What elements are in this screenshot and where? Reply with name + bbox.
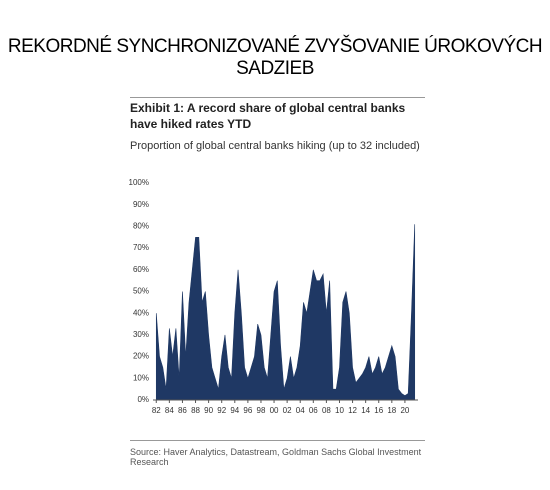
x-tick-label: 82 [152, 406, 161, 415]
chart-subtitle: Proportion of global central banks hikin… [130, 140, 420, 152]
y-tick-label: 0% [137, 395, 149, 404]
x-tick-label: 96 [243, 406, 252, 415]
area [155, 224, 416, 401]
y-tick-label: 100% [129, 178, 149, 187]
y-tick-label: 60% [133, 265, 149, 274]
x-tick-label: 00 [270, 406, 279, 415]
y-tick-label: 90% [133, 200, 149, 209]
y-tick-label: 40% [133, 308, 149, 317]
x-tick-label: 14 [361, 406, 370, 415]
x-tick-label: 18 [387, 406, 396, 415]
x-tick-label: 84 [165, 406, 174, 415]
y-tick-label: 70% [133, 243, 149, 252]
chart-title: Exhibit 1: A record share of global cent… [130, 101, 406, 131]
rule [130, 440, 425, 441]
rule [130, 97, 425, 98]
x-tick-label: 12 [348, 406, 357, 415]
x-tick-label: 20 [400, 406, 409, 415]
y-tick-label: 10% [133, 373, 149, 382]
x-tick-label: 86 [178, 406, 187, 415]
x-tick-label: 16 [374, 406, 383, 415]
x-tick-label: 98 [257, 406, 266, 415]
x-tick-label: 92 [217, 406, 226, 415]
y-tick-label: 20% [133, 352, 149, 361]
y-tick-label: 50% [133, 287, 149, 296]
x-tick-label: 94 [230, 406, 239, 415]
source-note: Source: Haver Analytics, Datastream, Gol… [130, 447, 422, 467]
y-tick-label: 80% [133, 222, 149, 231]
x-tick-label: 02 [283, 406, 292, 415]
x-tick-label: 10 [335, 406, 344, 415]
x-tick-label: 08 [322, 406, 331, 415]
x-tick-label: 90 [204, 406, 213, 415]
y-tick-label: 30% [133, 330, 149, 339]
x-tick-label: 04 [296, 406, 305, 415]
x-tick-label: 06 [309, 406, 318, 415]
heading: REKORDNÉ SYNCHRONIZOVANÉ ZVYŠOVANIE ÚROK… [7, 36, 543, 79]
x-tick-label: 88 [191, 406, 200, 415]
